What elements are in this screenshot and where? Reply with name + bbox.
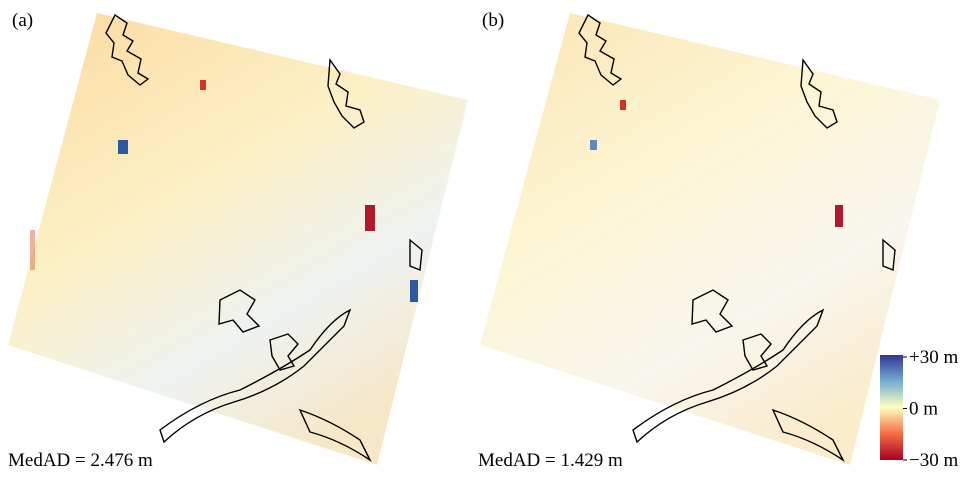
panel-b: (b) MedAD = 1.429 m — [478, 10, 940, 471]
metric-label: MedAD = 2.476 m — [8, 450, 153, 471]
colorbar-tick-label: +30 m — [909, 347, 958, 368]
metric-label: MedAD = 1.429 m — [478, 450, 623, 471]
panel-a: (a) MedAD = 2.476 m — [8, 10, 468, 471]
dem-difference-map — [8, 13, 468, 465]
colorbar-tick-label: −30 m — [909, 450, 958, 471]
colorbar — [880, 355, 903, 460]
figure: (a) MedAD = 2.476 m (b) MedAD = 1.429 m … — [0, 0, 973, 475]
panel-label: (a) — [12, 10, 33, 31]
dem-difference-map — [480, 13, 940, 465]
panel-label: (b) — [482, 10, 504, 31]
colorbar-tick-label: 0 m — [909, 399, 938, 420]
